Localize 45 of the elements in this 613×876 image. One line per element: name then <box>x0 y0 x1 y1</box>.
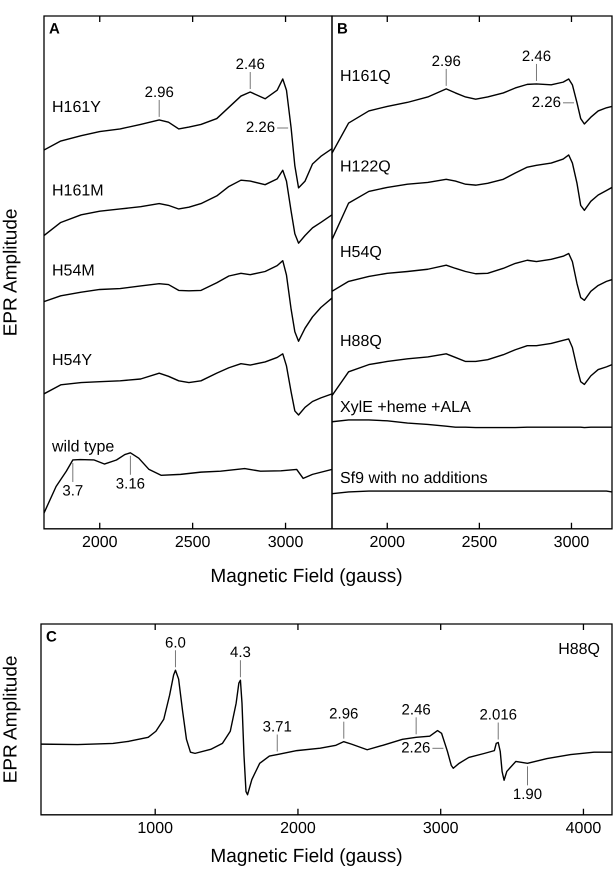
series-label: H122Q <box>340 158 391 176</box>
series-label: H161Y <box>52 98 102 116</box>
series-label: H161M <box>52 182 104 200</box>
annotation: 2.96 <box>329 706 358 723</box>
annotation: 2.26 <box>246 119 276 136</box>
x-tick-label: 3000 <box>268 534 304 551</box>
annotation: 1.90 <box>512 786 542 803</box>
annotation: 6.0 <box>165 634 186 652</box>
annotation: 2.26 <box>401 739 430 756</box>
series-label: H54M <box>52 262 95 280</box>
series-label: Sf9 with no additions <box>340 470 488 488</box>
series-label: H161Q <box>340 68 391 85</box>
annotation: 2.46 <box>402 701 431 718</box>
chart-title: A <box>49 20 60 38</box>
annotation: 3.7 <box>62 482 84 500</box>
y-axis-title: EPR Amplitude <box>0 656 22 784</box>
chart-title: C <box>46 628 57 646</box>
series-label: XylE +heme +ALA <box>340 398 472 416</box>
x-tick-label: 2000 <box>369 534 406 551</box>
series-label: H54Y <box>52 352 92 370</box>
legend-label: H88Q <box>558 641 600 658</box>
annotation: 3.16 <box>116 475 145 492</box>
annotation: 2.26 <box>532 94 561 111</box>
series-label: H54Q <box>340 244 382 262</box>
x-tick-label: 2000 <box>280 820 316 837</box>
annotation: 3.71 <box>262 718 292 736</box>
x-tick-label: 2000 <box>82 534 118 551</box>
annotation: 2.96 <box>432 52 461 70</box>
annotation: 2.46 <box>522 48 552 65</box>
x-axis-title: Magnetic Field (gauss) <box>209 566 404 588</box>
annotation: 4.3 <box>230 644 251 662</box>
annotation: 2.96 <box>144 84 174 101</box>
y-axis-title: EPR Amplitude <box>0 208 22 336</box>
x-tick-label: 1000 <box>137 820 174 837</box>
chart-title: B <box>337 20 348 38</box>
annotation: 2.46 <box>236 56 265 74</box>
x-tick-label: 3000 <box>554 534 590 551</box>
x-axis-title: Magnetic Field (gauss) <box>209 846 404 868</box>
x-tick-label: 4000 <box>566 820 602 837</box>
x-tick-label: 2500 <box>174 534 211 551</box>
series-label: H88Q <box>340 332 382 350</box>
x-tick-label: 2500 <box>462 534 498 551</box>
series-label: wild type <box>51 438 114 456</box>
x-tick-label: 3000 <box>422 820 459 837</box>
annotation: 2.016 <box>479 706 517 724</box>
